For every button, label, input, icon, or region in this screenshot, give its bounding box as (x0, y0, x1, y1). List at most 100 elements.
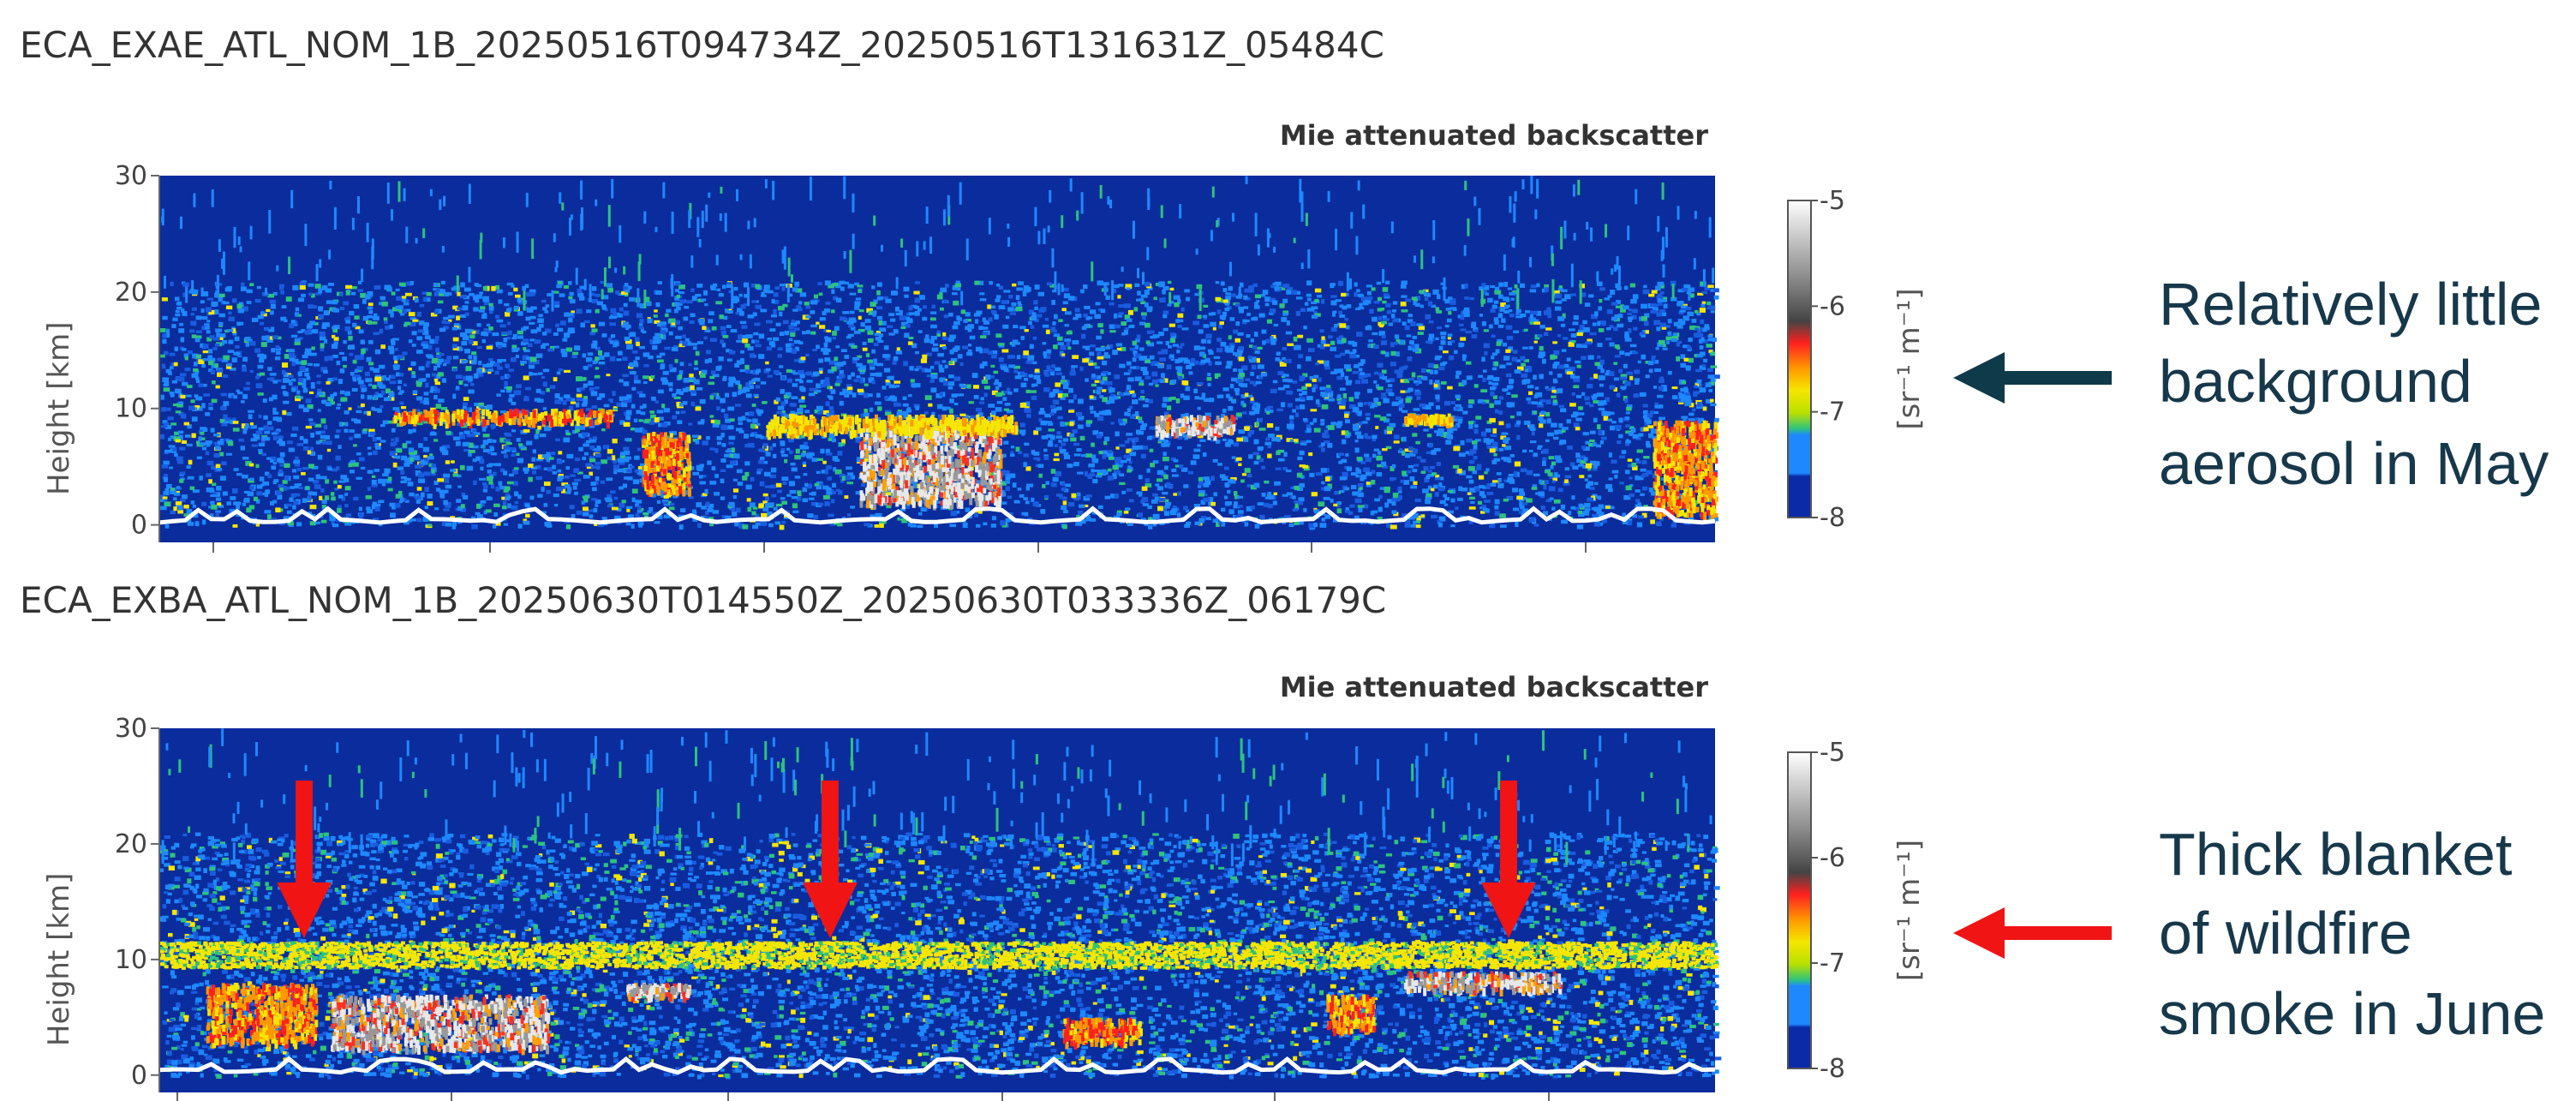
speckle (834, 326, 840, 331)
speckle (1468, 424, 1473, 429)
speckle (1708, 338, 1712, 341)
speckle (1274, 493, 1277, 495)
speckle (583, 396, 588, 399)
speckle (234, 468, 239, 471)
speckle (979, 402, 984, 404)
speckle (679, 392, 684, 395)
speckle (1079, 367, 1083, 372)
speckle (1138, 416, 1142, 420)
speckle (504, 524, 508, 526)
speckle (995, 333, 1001, 338)
speckle (241, 286, 247, 290)
speckle (235, 345, 239, 349)
speckle (1630, 344, 1637, 347)
speckle (453, 436, 460, 440)
speckle (1358, 307, 1364, 309)
speckle (539, 324, 544, 328)
speckle (772, 299, 775, 303)
speckle (958, 354, 963, 358)
speckle (1331, 327, 1337, 332)
speckle (1199, 440, 1205, 442)
speckle (1045, 481, 1049, 484)
speckle (794, 327, 800, 330)
speckle (477, 323, 481, 326)
speckle (493, 512, 498, 517)
speckle (1186, 297, 1190, 302)
speckle (1587, 498, 1593, 502)
speckle (511, 402, 516, 405)
speckle (207, 298, 213, 301)
speckle (1539, 480, 1542, 484)
speckle (1091, 384, 1097, 386)
speckle (1416, 520, 1420, 524)
speckle (750, 423, 756, 428)
speckle (1061, 443, 1066, 446)
speckle (382, 473, 389, 476)
speckle (601, 481, 605, 484)
speckle (1599, 408, 1605, 410)
speckle (363, 411, 367, 415)
speckle (367, 509, 373, 513)
speckle (1605, 297, 1610, 300)
speckle (1585, 508, 1591, 511)
speckle (1498, 422, 1503, 426)
speckle (756, 423, 760, 426)
speckle (272, 335, 278, 339)
speckle (1132, 399, 1138, 404)
speckle (506, 386, 512, 391)
speckle (721, 331, 726, 336)
speckle (1127, 470, 1132, 473)
speckle (393, 366, 397, 370)
speckle (703, 290, 708, 296)
speckle (1318, 378, 1322, 382)
speckle (550, 385, 556, 388)
speckle (1567, 446, 1573, 450)
speckle (1168, 345, 1172, 349)
speckle (271, 348, 275, 352)
file-title: ECA_EXAE_ATL_NOM_1B_20250516T094734Z_202… (20, 24, 1384, 66)
speckle (1412, 372, 1416, 377)
speckle (1155, 385, 1158, 387)
speckle (614, 408, 618, 410)
speckle (1551, 506, 1555, 510)
speckle (1655, 285, 1660, 290)
speckle (350, 470, 355, 473)
speckle (338, 494, 344, 498)
speckle (635, 356, 639, 360)
speckle (208, 361, 213, 366)
speckle (1618, 434, 1623, 439)
speckle (1619, 350, 1624, 355)
speckle (1240, 401, 1244, 406)
speckle (672, 322, 676, 325)
speckle (168, 416, 174, 420)
speckle (771, 314, 777, 317)
speckle (812, 458, 817, 462)
speckle (584, 320, 590, 323)
speckle (735, 404, 741, 406)
speckle (352, 462, 358, 466)
speckle (1459, 452, 1466, 457)
speckle (876, 337, 882, 341)
speckle (1047, 434, 1052, 437)
speckle (1481, 356, 1485, 362)
speckle (1097, 351, 1101, 356)
speckle (1103, 441, 1107, 446)
speckle (951, 511, 958, 516)
speckle (1073, 462, 1079, 466)
speckle (433, 439, 438, 441)
speckle (1557, 334, 1561, 338)
speckle (1092, 479, 1097, 483)
speckle (1428, 444, 1432, 447)
speckle (1434, 370, 1437, 374)
speckle (536, 389, 541, 393)
speckle (1455, 404, 1461, 407)
speckle (1423, 376, 1428, 380)
speckle (214, 453, 220, 458)
speckle (1341, 372, 1344, 377)
speckle (388, 476, 392, 481)
speckle (445, 485, 451, 489)
speckle (917, 525, 923, 529)
speckle (246, 382, 250, 386)
speckle (1312, 387, 1315, 392)
speckle (1361, 379, 1368, 383)
